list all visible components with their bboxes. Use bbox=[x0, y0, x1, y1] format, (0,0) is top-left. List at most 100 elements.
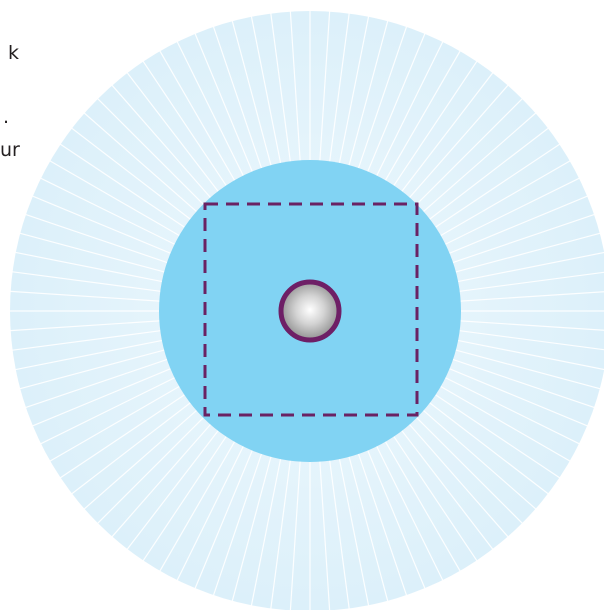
ray-lines bbox=[8, 9, 604, 610]
ray-line bbox=[412, 413, 524, 525]
ray-line bbox=[424, 126, 550, 224]
ray-line bbox=[125, 71, 223, 197]
ray-line bbox=[390, 431, 479, 563]
ray-line bbox=[8, 290, 166, 303]
ray-line bbox=[30, 194, 177, 257]
ray-line bbox=[141, 431, 230, 563]
ray-line bbox=[38, 374, 181, 446]
ray-line bbox=[443, 194, 590, 257]
ray-line bbox=[397, 71, 495, 197]
ray-line bbox=[58, 391, 190, 480]
ray-line bbox=[30, 365, 177, 428]
ray-line bbox=[452, 338, 604, 371]
ray-line bbox=[250, 14, 283, 169]
ray-line bbox=[212, 448, 264, 598]
ray-line bbox=[13, 251, 168, 284]
text-fragment-period: . bbox=[3, 106, 10, 128]
ray-line bbox=[328, 11, 351, 168]
ray-line bbox=[356, 448, 408, 598]
ray-line bbox=[175, 440, 247, 583]
ray-line bbox=[390, 59, 479, 191]
ray-line bbox=[418, 406, 538, 511]
ray-line bbox=[96, 97, 208, 209]
ray-line bbox=[418, 111, 538, 216]
ray-line bbox=[10, 270, 167, 293]
ray-line bbox=[270, 454, 292, 610]
ray-line bbox=[158, 436, 239, 573]
ray-line bbox=[212, 24, 264, 174]
ray-line bbox=[289, 455, 302, 610]
ray-line bbox=[447, 213, 597, 265]
ray-line bbox=[337, 14, 370, 169]
ray-line bbox=[435, 382, 572, 463]
ray-line bbox=[443, 365, 590, 428]
ray-line bbox=[346, 450, 389, 603]
ray-line bbox=[96, 413, 208, 525]
ray-line bbox=[356, 24, 408, 174]
dashed-square bbox=[203, 202, 419, 417]
ray-line bbox=[82, 111, 202, 216]
ray-line bbox=[23, 213, 173, 265]
text-fragment-ur: ur bbox=[0, 139, 20, 161]
ray-line bbox=[318, 455, 331, 610]
ray-line bbox=[48, 382, 185, 463]
ray-line bbox=[289, 9, 302, 167]
ray-line bbox=[18, 347, 171, 390]
ray-line bbox=[453, 271, 604, 293]
ray-line bbox=[373, 39, 445, 182]
ray-line bbox=[48, 159, 185, 240]
ray-line bbox=[269, 11, 292, 168]
ray-line bbox=[231, 450, 274, 603]
ray-line bbox=[452, 251, 604, 284]
ray-line bbox=[364, 444, 427, 591]
ray-line bbox=[424, 398, 550, 496]
ray-line bbox=[435, 159, 572, 240]
ray-line bbox=[381, 436, 462, 573]
ray-line bbox=[231, 19, 274, 172]
ray-line bbox=[439, 176, 582, 248]
ray-line bbox=[193, 31, 256, 178]
ray-line bbox=[449, 232, 602, 275]
ray-line bbox=[193, 444, 256, 591]
clipped-text-fragments: k . ur bbox=[0, 0, 40, 200]
ray-line bbox=[447, 357, 597, 409]
ray-line bbox=[337, 453, 370, 608]
ray-line bbox=[8, 319, 166, 332]
ray-line bbox=[439, 374, 582, 446]
ray-line bbox=[58, 142, 190, 231]
ray-line bbox=[141, 59, 230, 191]
ray-line bbox=[318, 9, 331, 167]
ray-line bbox=[405, 419, 510, 539]
ray-line bbox=[346, 19, 389, 172]
ray-line bbox=[373, 440, 445, 583]
ray-line bbox=[381, 49, 462, 186]
ray-line bbox=[70, 126, 196, 224]
ray-line bbox=[70, 398, 196, 496]
ray-line bbox=[125, 425, 223, 551]
ray-line bbox=[10, 329, 167, 352]
ray-line bbox=[328, 454, 350, 610]
text-fragment-k: k bbox=[8, 42, 20, 64]
ray-line bbox=[412, 97, 524, 209]
ray-line bbox=[110, 83, 215, 203]
ray-line bbox=[449, 347, 602, 390]
ray-line bbox=[454, 291, 604, 303]
ray-line bbox=[397, 425, 495, 551]
ray-line bbox=[430, 142, 562, 231]
ray-line bbox=[13, 338, 168, 371]
ray-line bbox=[454, 319, 604, 331]
ray-line bbox=[453, 329, 604, 351]
ray-line bbox=[430, 391, 562, 480]
ray-line bbox=[23, 357, 173, 409]
ray-line bbox=[18, 232, 171, 275]
ray-line bbox=[250, 453, 283, 608]
ray-line bbox=[405, 83, 510, 203]
ray-line bbox=[38, 176, 181, 248]
ray-line bbox=[110, 419, 215, 539]
ray-line bbox=[82, 406, 202, 511]
ray-line bbox=[364, 31, 427, 178]
ray-line bbox=[175, 39, 247, 182]
center-sphere-icon bbox=[278, 279, 342, 343]
ray-line bbox=[158, 49, 239, 186]
